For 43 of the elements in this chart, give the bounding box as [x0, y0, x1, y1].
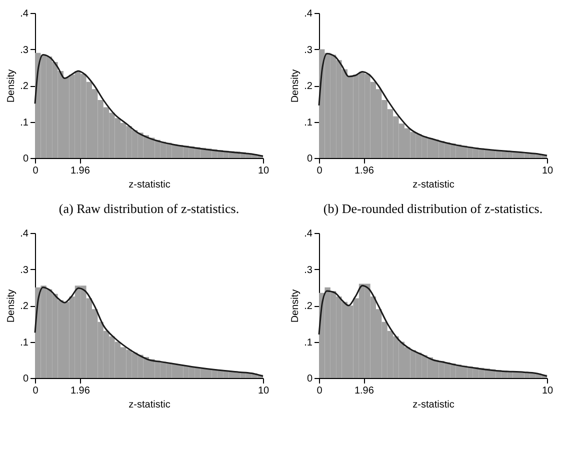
y-tick-label: .4 [304, 228, 313, 240]
x-tick-label: 10 [542, 386, 554, 396]
y-tick-label: .1 [304, 117, 313, 128]
y-tick-label: .3 [20, 44, 29, 56]
x-tick-label: 1.96 [354, 386, 374, 396]
x-axis-title: z-statistic [128, 180, 170, 190]
line-series [318, 52, 548, 156]
y-tick-label: 0 [22, 374, 29, 384]
x-axis-title: z-statistic [412, 400, 454, 410]
x-tick-label: 1.96 [70, 386, 90, 396]
x-tick-label: 10 [258, 386, 270, 396]
x-tick-label: 0 [32, 386, 39, 396]
y-tick-label: .3 [304, 44, 313, 56]
x-tick-label: 0 [316, 386, 323, 396]
x-tick-label: 0 [32, 166, 39, 176]
y-tick-label: .3 [304, 264, 313, 276]
x-tick-label: 1.96 [70, 166, 90, 176]
y-tick-label: .1 [20, 337, 29, 348]
y-tick-label: .2 [20, 301, 29, 312]
y-axis-title: Density [290, 69, 302, 103]
y-tick-label: .4 [304, 8, 313, 20]
text: (a) Raw distribution of z-statistics. [58, 201, 240, 216]
x-axis-title: z-statistic [412, 180, 454, 190]
x-tick-label: 10 [542, 166, 554, 176]
y-tick-label: 0 [306, 154, 313, 164]
x-tick-label: 1.96 [354, 166, 374, 176]
y-tick-label: .2 [304, 301, 313, 312]
y-tick-label: .4 [20, 8, 29, 20]
x-tick-label: 0 [316, 166, 323, 176]
y-tick-label: .4 [20, 228, 29, 240]
x-tick-label: 10 [258, 166, 270, 176]
y-tick-label: 0 [22, 154, 29, 164]
y-tick-label: .3 [20, 264, 29, 276]
y-tick-label: .2 [304, 81, 313, 92]
y-axis-title: Density [6, 289, 18, 323]
y-axis-title: Density [290, 289, 302, 323]
y-tick-label: 0 [306, 374, 313, 384]
y-tick-label: .1 [304, 337, 313, 348]
y-axis-title: Density [6, 69, 18, 103]
text: (b) De-rounded distribution of z-statistics. [323, 201, 543, 216]
y-tick-label: .1 [20, 117, 29, 128]
y-tick-label: .2 [20, 81, 29, 92]
x-axis-title: z-statistic [128, 400, 170, 410]
